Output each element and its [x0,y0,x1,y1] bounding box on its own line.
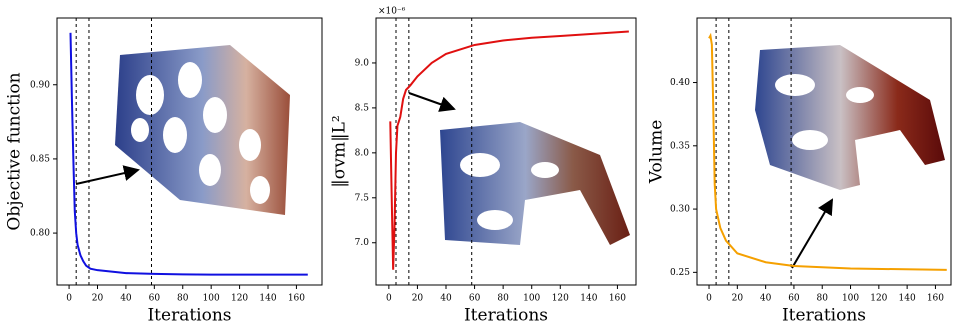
x-tick-label: 60 [788,294,800,304]
x-tick-label: 160 [609,294,626,304]
x-tick-label: 80 [817,294,829,304]
shape-2 [440,122,630,245]
axis-offset: ×10⁻⁶ [378,7,406,17]
x-tick-label: 120 [870,294,887,304]
x-axis-label: Iterations [464,306,548,326]
y-tick-label: 0.35 [670,141,690,151]
x-tick-label: 120 [231,294,248,304]
y-tick-label: 8.5 [355,103,370,113]
x-tick-label: 160 [288,294,305,304]
x-tick-label: 120 [552,294,569,304]
x-tick-label: 140 [899,294,916,304]
y-tick-label: 8.0 [355,148,370,158]
y-axis-label: ‖σvm‖L² [330,115,350,187]
x-tick-label: 40 [760,294,772,304]
arrow [792,200,832,268]
x-tick-label: 80 [497,294,509,304]
y-tick-label: 9.0 [355,58,370,68]
x-tick-label: 140 [259,294,276,304]
x-tick-label: 100 [523,294,540,304]
y-tick-label: 7.5 [355,193,370,203]
y-tick-label: 0.40 [670,78,690,88]
x-tick-label: 160 [927,294,944,304]
arrow [76,170,138,184]
y-axis-label: Volume [647,120,667,185]
y-tick-label: 0.85 [30,154,50,164]
x-tick-label: 0 [66,294,72,304]
y-axis-label: Objective function [5,72,25,230]
shape-1 [115,45,290,215]
x-axis-label: Iterations [782,306,866,326]
x-tick-label: 40 [120,294,132,304]
y-tick-label: 0.30 [670,205,690,215]
x-tick-label: 100 [842,294,859,304]
x-tick-label: 20 [732,294,744,304]
x-tick-label: 0 [706,294,712,304]
x-tick-label: 140 [580,294,597,304]
x-tick-label: 60 [469,294,481,304]
y-tick-label: 0.80 [30,229,50,239]
x-axis-label: Iterations [147,306,231,326]
shape-3 [755,45,945,190]
x-tick-label: 0 [386,294,392,304]
x-tick-label: 20 [92,294,104,304]
x-tick-label: 60 [149,294,161,304]
y-tick-label: 0.25 [670,268,690,278]
x-tick-label: 100 [203,294,220,304]
arrow [409,93,454,109]
x-tick-label: 20 [412,294,424,304]
y-tick-label: 0.90 [30,80,50,90]
y-tick-label: 7.0 [355,238,370,248]
x-tick-label: 40 [440,294,452,304]
x-tick-label: 80 [177,294,189,304]
figure: 0 20 40 60 80 100 120 140 160 0.80 0.85 0.90 Iterati… [0,0,953,331]
